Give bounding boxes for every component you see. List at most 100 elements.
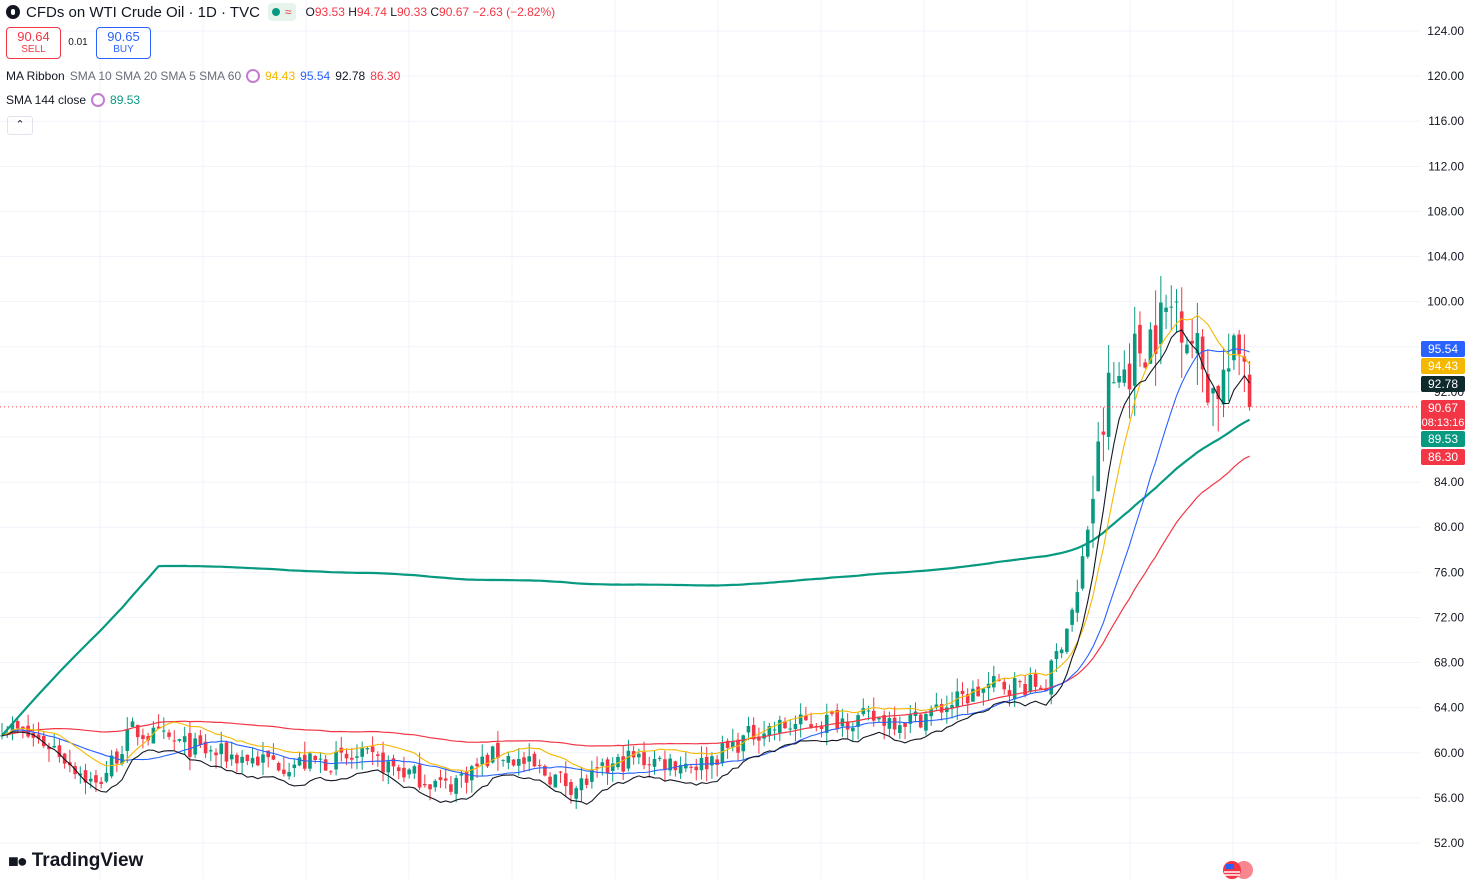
candle-body <box>798 714 803 725</box>
ma-ribbon-legend[interactable]: MA Ribbon SMA 10 SMA 20 SMA 5 SMA 60 94.… <box>6 67 400 85</box>
price-badges: 95.54 94.43 92.78 90.67 08:13:16 89.53 86.30 <box>1421 341 1465 465</box>
candle-body <box>887 718 892 729</box>
change-value: −2.63 (−2.82%) <box>472 5 556 19</box>
price-badge <box>1421 376 1465 392</box>
symbol-title[interactable]: CFDs on WTI Crude Oil · 1D · TVC <box>26 3 260 21</box>
price-tick-label: 80.00 <box>1434 520 1464 534</box>
candle-body <box>830 711 834 714</box>
candle-body <box>52 745 56 748</box>
candle-body <box>156 726 161 729</box>
candle-body <box>360 748 364 757</box>
candle-body <box>1070 609 1074 625</box>
candle-body <box>386 761 391 773</box>
market-open-icon <box>271 8 280 16</box>
ohlc-values: O93.53 H94.74 L90.33 C90.67 −2.63 (−2.82… <box>305 5 556 19</box>
candle-body <box>694 766 699 771</box>
candle-body <box>130 721 135 728</box>
collapse-legend-button[interactable]: ⌃ <box>7 116 33 135</box>
candle-body <box>673 761 678 771</box>
candle-body <box>209 750 213 752</box>
candle-body <box>657 757 662 759</box>
candle-body <box>235 754 239 764</box>
candle-body <box>835 709 839 729</box>
spread-value: 0.01 <box>68 37 88 48</box>
price-tick-label: 124.00 <box>1427 24 1464 38</box>
candle-body <box>861 708 866 715</box>
candle-body <box>558 771 563 773</box>
sma144-legend[interactable]: SMA 144 close 89.53 <box>6 91 140 109</box>
price-tick-label: 52.00 <box>1434 836 1464 850</box>
candle-body <box>1023 684 1027 695</box>
candle-body <box>1164 307 1168 312</box>
sell-price: 90.64 <box>17 29 50 44</box>
sell-label: SELL <box>21 44 46 55</box>
price-tick-label: 60.00 <box>1434 746 1464 760</box>
price-tick-label: 116.00 <box>1428 114 1464 128</box>
candle-body <box>177 739 182 741</box>
candle-body <box>135 724 140 738</box>
candle-body <box>104 772 109 782</box>
candle-body <box>365 748 370 750</box>
candle-body <box>511 759 516 766</box>
candle-body <box>402 767 406 778</box>
candle-body <box>1237 334 1241 355</box>
candle-body <box>31 733 36 738</box>
candle-body <box>255 756 260 766</box>
candle-body <box>182 736 187 743</box>
candle-body <box>965 694 970 704</box>
loading-icon <box>91 93 106 107</box>
candle-body <box>1012 678 1017 700</box>
candle-body <box>449 784 453 792</box>
candle-body <box>579 778 584 791</box>
candle-body <box>443 778 448 781</box>
buy-button[interactable]: 90.65 BUY <box>96 27 151 59</box>
candle-body <box>78 773 83 776</box>
candle-body <box>824 714 829 733</box>
candle-body <box>214 752 218 756</box>
candle-body <box>1033 673 1038 687</box>
candle-body <box>845 721 850 730</box>
candle-body <box>788 728 793 730</box>
buy-price: 90.65 <box>107 29 140 44</box>
sma60-value: 86.30 <box>370 69 401 83</box>
candle-body <box>15 721 20 729</box>
market-status[interactable]: ≈ <box>267 3 296 21</box>
candle-body <box>819 725 824 729</box>
candle-body <box>971 688 975 702</box>
candle-body <box>355 756 359 758</box>
candle-body <box>1226 368 1231 372</box>
price-tick-label: 84.00 <box>1434 475 1464 489</box>
candle-body <box>720 743 725 764</box>
candle-body <box>349 757 354 760</box>
candle-body <box>1038 687 1043 690</box>
candle-body <box>532 753 537 767</box>
sma5-line <box>1 329 1251 805</box>
candle-body <box>678 765 683 774</box>
candle-body <box>381 752 385 773</box>
candle-body <box>141 735 145 740</box>
sma10-value: 94.43 <box>265 69 296 83</box>
candle-body <box>83 770 88 783</box>
high-value: 94.74 <box>356 5 387 19</box>
candle-body <box>224 742 229 762</box>
price-badge-label: 94.43 <box>1428 359 1458 373</box>
candle-body <box>1148 329 1153 364</box>
candle-body <box>41 735 46 747</box>
sell-button[interactable]: 90.64 SELL <box>6 27 61 59</box>
sma20-value: 95.54 <box>300 69 331 83</box>
candle-body <box>245 754 250 762</box>
candle-body <box>99 781 103 784</box>
candle-body <box>1122 369 1127 383</box>
price-badge-label: 90.67 <box>1428 401 1458 415</box>
candle-body <box>882 715 886 726</box>
candle-body <box>793 724 798 730</box>
price-tick-label: 120.00 <box>1427 69 1464 83</box>
candle-body <box>292 764 297 768</box>
candle-body <box>391 758 396 767</box>
candle-body <box>689 766 693 768</box>
price-badge <box>1421 449 1465 465</box>
candle-body <box>480 756 485 765</box>
tradingview-logo[interactable]: ■● TradingView <box>8 850 143 872</box>
candle-body <box>804 715 808 721</box>
